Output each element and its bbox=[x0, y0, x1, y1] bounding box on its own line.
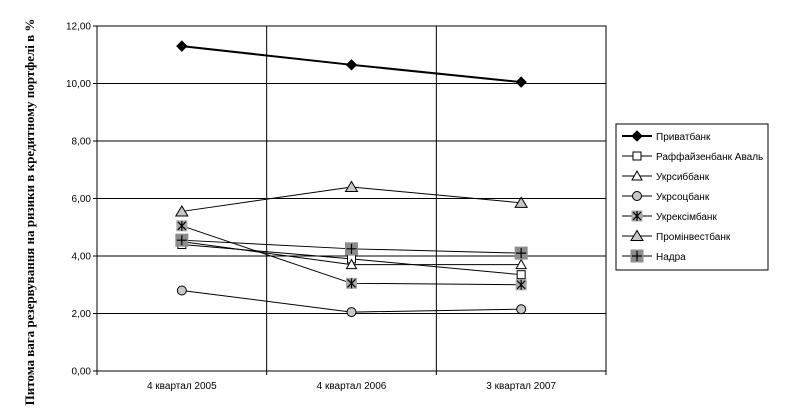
data-point-3-2 bbox=[516, 304, 527, 315]
data-point-3-1 bbox=[346, 307, 357, 318]
legend: Приватбанк Раффайзенбанк Аваль Укрсиббанк У… bbox=[615, 123, 769, 271]
legend-swatch-marker bbox=[630, 229, 644, 241]
x-tick-label: 4 квартал 2006 bbox=[317, 381, 387, 392]
y-axis-title-group: Питома вага резервування на ризики в кре… bbox=[22, 19, 37, 406]
data-point-0-0 bbox=[176, 40, 188, 52]
y-tick-label: 10,00 bbox=[66, 79, 91, 90]
data-point-6-1-glyph bbox=[346, 243, 357, 254]
legend-swatch-marker-shape bbox=[631, 169, 643, 181]
data-point-2-1 bbox=[345, 258, 358, 270]
data-point-5-0 bbox=[174, 204, 189, 217]
legend-swatch-marker bbox=[631, 210, 643, 222]
data-point-4-0 bbox=[176, 220, 188, 232]
legend-swatch-marker bbox=[632, 151, 642, 161]
x-tick-label: 3 квартал 2007 bbox=[486, 381, 556, 392]
data-point-4-0-glyph bbox=[177, 220, 187, 231]
y-tick-label: 6,00 bbox=[72, 194, 92, 205]
x-tick-label: 4 квартал 2005 bbox=[147, 381, 217, 392]
legend-swatch-marker bbox=[632, 191, 642, 201]
legend-swatch-marker bbox=[631, 130, 643, 142]
legend-item-label: Надра bbox=[656, 252, 686, 263]
data-point-3-1-shape bbox=[346, 307, 357, 318]
y-tick-label: 0,00 bbox=[72, 367, 92, 378]
plot-area: 0,00 2,00 4,00 6,00 8,00 10,00 12,00 4 квартал … bbox=[66, 22, 607, 392]
legend-swatch-marker-shape bbox=[632, 191, 642, 201]
data-point-5-1 bbox=[344, 180, 359, 192]
data-point-2-2 bbox=[515, 258, 528, 270]
data-point-0-1-shape bbox=[345, 59, 358, 71]
legend-item-label: Укрсиббанк bbox=[656, 171, 710, 183]
data-point-4-1-glyph bbox=[347, 278, 356, 289]
data-point-5-2-shape bbox=[514, 196, 529, 208]
data-point-0-2-shape bbox=[515, 76, 527, 88]
data-point-4-2-glyph bbox=[516, 279, 526, 290]
data-point-2-2-shape bbox=[515, 258, 528, 270]
legend-item-label: Укрексімбанк bbox=[656, 211, 717, 223]
legend-swatch-marker-shape bbox=[631, 130, 643, 142]
legend-item-label: Раффайзенбанк Аваль bbox=[656, 151, 763, 163]
data-point-5-1-shape bbox=[344, 180, 359, 192]
data-point-5-2 bbox=[514, 196, 529, 208]
data-point-1-2-shape bbox=[516, 270, 526, 280]
legend-swatch-marker bbox=[630, 249, 644, 263]
y-tick-label: 12,00 bbox=[66, 22, 91, 33]
legend-item-label: Приватбанк bbox=[656, 131, 711, 143]
legend-swatch-marker-shape bbox=[632, 151, 642, 161]
data-point-3-2-shape bbox=[516, 304, 527, 315]
legend-swatch-marker-glyph bbox=[632, 211, 642, 221]
data-point-6-2-glyph bbox=[516, 248, 527, 259]
legend-item-label: Укрсоцбанк bbox=[656, 191, 710, 203]
data-point-6-2 bbox=[514, 246, 528, 260]
data-point-0-0-shape bbox=[176, 40, 188, 52]
data-point-4-1 bbox=[346, 277, 357, 289]
data-point-6-0 bbox=[175, 233, 189, 247]
y-axis-title: Питома вага резервування на ризики в кре… bbox=[22, 19, 37, 406]
data-point-3-0-shape bbox=[176, 285, 187, 296]
legend-swatch-marker-shape bbox=[630, 229, 644, 241]
data-point-5-0-shape bbox=[174, 204, 189, 217]
legend-swatch-marker-glyph bbox=[632, 251, 642, 261]
data-point-3-0 bbox=[176, 285, 187, 296]
data-point-4-2 bbox=[515, 279, 527, 291]
data-point-0-2 bbox=[515, 76, 527, 88]
y-tick-label: 2,00 bbox=[72, 309, 92, 320]
y-tick-label: 4,00 bbox=[72, 252, 92, 263]
data-point-2-1-shape bbox=[345, 258, 358, 270]
data-point-6-1 bbox=[345, 242, 358, 256]
legend-item-label: Промінвестбанк bbox=[656, 231, 731, 243]
data-point-0-1 bbox=[345, 59, 358, 71]
legend-swatch-marker bbox=[631, 169, 643, 181]
y-tick-label: 8,00 bbox=[72, 137, 92, 148]
data-point-1-2 bbox=[516, 270, 526, 280]
data-point-6-0-glyph bbox=[176, 235, 187, 246]
